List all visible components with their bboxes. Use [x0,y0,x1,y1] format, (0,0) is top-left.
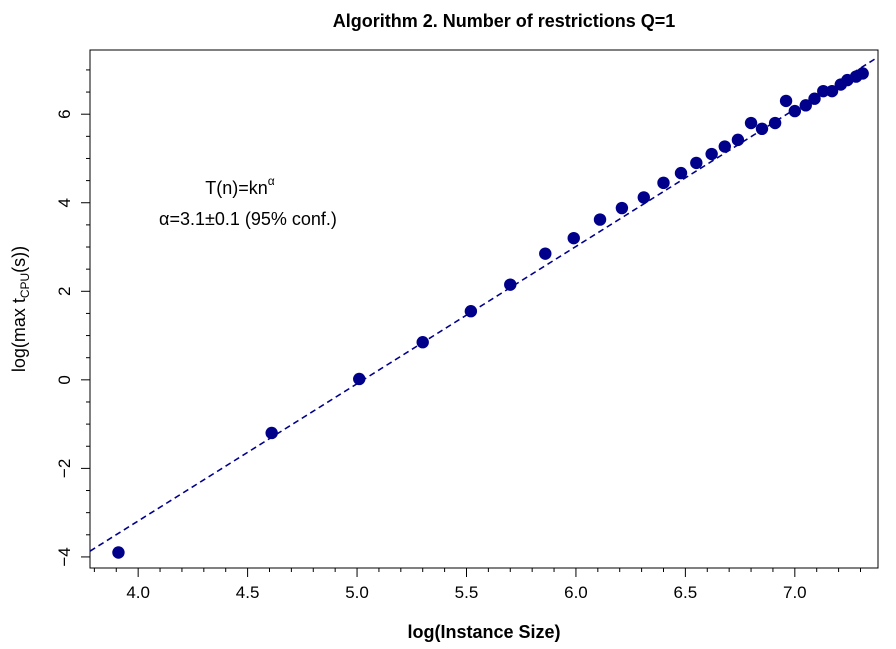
data-point [788,104,802,118]
x-tick-label: 6.5 [674,583,698,602]
x-tick-label: 4.5 [236,583,260,602]
y-tick-label: 0 [55,375,74,384]
data-point [674,166,688,180]
data-point [265,426,278,440]
data-point [637,191,650,204]
x-axis: 4.0 4.5 5.0 5.5 6.0 6.5 7.0 [93,568,861,602]
y-axis-label-prefix: log(max t [9,298,29,372]
formula-base: T(n)=kn [205,178,268,198]
data-point [779,94,793,108]
y-axis: −4 −2 0 2 4 6 [55,69,90,567]
x-tick-label: 5.5 [455,583,479,602]
data-point [856,67,869,80]
data-point [690,156,703,170]
data-point [464,305,478,318]
data-point [755,122,769,136]
formula-superscript: α [268,174,275,188]
data-point [744,116,758,130]
x-axis-label: log(Instance Size) [407,622,560,642]
y-tick-label: −4 [55,547,74,566]
data-point [799,99,812,112]
y-axis-label-subscript: CPU [18,273,32,298]
data-point [731,133,745,147]
y-tick-label: 6 [55,109,74,118]
alpha-annotation: α=3.1±0.1 (95% conf.) [159,209,337,229]
y-tick-label: −2 [55,459,74,478]
chart-title: Algorithm 2. Number of restrictions Q=1 [333,11,676,31]
fit-line [89,56,879,552]
data-point [657,176,670,190]
data-point [504,278,517,291]
y-axis-label: log(max tCPU(s)) [9,246,32,372]
data-point [416,336,429,349]
y-tick-label: 2 [55,287,74,296]
data-point [112,546,125,559]
plot-frame [89,49,879,569]
data-point [567,231,580,245]
fit-line-group [89,56,879,552]
y-tick-label: 4 [55,198,74,207]
data-point [768,116,782,130]
data-points [112,67,869,559]
x-tick-label: 4.0 [126,583,150,602]
x-tick-label: 5.0 [345,583,369,602]
y-axis-label-suffix: (s)) [9,246,29,273]
data-point [718,140,731,153]
data-point [353,372,366,386]
formula-annotation: T(n)=knα [205,174,275,198]
data-point [705,147,718,161]
data-point [593,213,607,226]
data-point [817,84,830,98]
data-point [808,92,821,105]
x-tick-label: 7.0 [783,583,807,602]
x-tick-label: 6.0 [564,583,588,602]
data-point [615,201,629,215]
data-point [825,84,839,98]
data-point [539,247,552,260]
